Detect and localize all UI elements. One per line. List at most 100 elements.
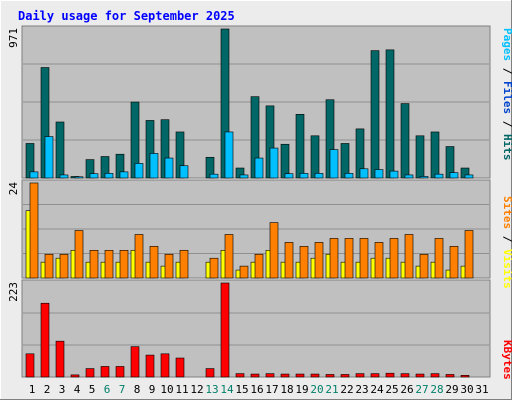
xtick-11: 11 — [175, 383, 188, 396]
bar-sites-18 — [284, 242, 294, 279]
xtick-26: 26 — [400, 383, 413, 396]
bar-kbytes-24 — [370, 373, 380, 378]
bar-files-25 — [389, 170, 399, 179]
bar-hits-18 — [280, 143, 290, 179]
xtick-18: 18 — [280, 383, 293, 396]
bar-sites-7 — [119, 249, 129, 279]
bar-files-22 — [344, 173, 354, 179]
bar-kbytes-3 — [55, 340, 65, 378]
side-label-pages: Pages — [501, 28, 512, 61]
xtick-4: 4 — [74, 383, 81, 396]
bar-files-17 — [269, 147, 279, 179]
xtick-30: 30 — [460, 383, 473, 396]
bar-kbytes-2 — [40, 302, 50, 378]
bar-sites-5 — [89, 249, 99, 279]
bar-kbytes-15 — [235, 373, 245, 378]
bar-kbytes-6 — [100, 366, 110, 378]
panel-kbytes: 223 KBytes — [7, 279, 512, 380]
xtick-2: 2 — [44, 383, 51, 396]
xtick-6: 6 — [104, 383, 111, 396]
bar-files-18 — [284, 173, 294, 179]
bar-files-30 — [464, 174, 474, 179]
xtick-21: 21 — [325, 383, 338, 396]
xtick-16: 16 — [250, 383, 263, 396]
bar-hits-22 — [340, 143, 350, 179]
xtick-24: 24 — [370, 383, 384, 396]
bar-files-19 — [299, 173, 309, 179]
bar-kbytes-19 — [295, 373, 305, 378]
ytick-hits-max: 971 — [7, 28, 20, 48]
xtick-17: 17 — [265, 383, 278, 396]
xtick-12: 12 — [190, 383, 203, 396]
bar-sites-17 — [269, 222, 279, 279]
bar-files-21 — [329, 149, 339, 179]
xtick-8: 8 — [134, 383, 141, 396]
bar-files-24 — [374, 169, 384, 179]
side-label-visits-text: Visits — [501, 249, 512, 289]
bar-sites-29 — [449, 246, 459, 279]
bar-files-27 — [419, 176, 429, 179]
xtick-19: 19 — [295, 383, 308, 396]
side-label-visits: Sites / Visits — [501, 196, 512, 289]
bar-files-11 — [179, 165, 189, 179]
xtick-14: 14 — [220, 383, 234, 396]
x-axis-labels: 1 2 3 4 5 6 7 8 9 10 11 12 13 14 15 16 17 18 19 20 21 22 23 24 2… — [29, 383, 489, 396]
bar-hits-19 — [295, 114, 305, 179]
bar-sites-3 — [59, 253, 69, 279]
bar-kbytes-29 — [445, 374, 455, 378]
bar-files-15 — [239, 174, 249, 179]
bar-sites-6 — [104, 249, 114, 279]
bar-hits-27 — [415, 135, 425, 179]
bar-files-6 — [104, 173, 114, 179]
bar-sites-23 — [359, 238, 369, 279]
xtick-25: 25 — [385, 383, 398, 396]
bar-kbytes-17 — [265, 373, 275, 378]
bar-kbytes-16 — [250, 373, 260, 378]
bar-hits-20 — [310, 135, 320, 179]
bar-hits-25 — [385, 49, 395, 179]
xtick-31: 31 — [475, 383, 488, 396]
side-label-hits: Pages / Files / Hits — [501, 28, 512, 161]
xtick-27: 27 — [415, 383, 428, 396]
xtick-23: 23 — [355, 383, 368, 396]
bar-sites-20 — [314, 242, 324, 279]
bars-hits-files — [25, 28, 474, 179]
bar-sites-9 — [149, 246, 159, 279]
xtick-13: 13 — [205, 383, 218, 396]
bar-sites-13 — [209, 257, 219, 279]
panel-hits-files-pages: 971 Pages / Files / Hits — [7, 25, 512, 179]
plot-area-kbytes — [21, 279, 491, 378]
bar-kbytes-4 — [70, 374, 80, 378]
bar-files-23 — [359, 168, 369, 179]
bar-kbytes-22 — [340, 374, 350, 378]
bar-files-9 — [149, 153, 159, 179]
bar-sites-10 — [164, 253, 174, 279]
bars-visits-sites — [25, 182, 474, 279]
bar-kbytes-5 — [85, 368, 95, 378]
bar-files-10 — [164, 157, 174, 179]
bar-sites-8 — [134, 234, 144, 279]
bar-sites-30 — [464, 230, 474, 279]
bar-kbytes-23 — [355, 373, 365, 378]
xtick-20: 20 — [310, 383, 323, 396]
xtick-29: 29 — [445, 383, 458, 396]
bar-kbytes-20 — [310, 373, 320, 378]
bar-files-5 — [89, 173, 99, 179]
bar-kbytes-10 — [160, 353, 170, 378]
bar-sites-14 — [224, 234, 234, 279]
xtick-3: 3 — [59, 383, 66, 396]
bar-sites-15 — [239, 265, 249, 279]
bar-files-13 — [209, 173, 219, 179]
bar-files-8 — [134, 163, 144, 179]
bar-sites-11 — [179, 249, 189, 279]
bar-sites-4 — [74, 230, 84, 279]
side-label-hits-text: Hits — [501, 134, 512, 161]
bar-sites-16 — [254, 253, 264, 279]
bar-kbytes-21 — [325, 374, 335, 378]
bar-files-16 — [254, 157, 264, 179]
panel-visits-sites: 24 Sites / Visits — [7, 179, 512, 289]
xtick-10: 10 — [160, 383, 173, 396]
xtick-22: 22 — [340, 383, 353, 396]
xtick-1: 1 — [29, 383, 36, 396]
